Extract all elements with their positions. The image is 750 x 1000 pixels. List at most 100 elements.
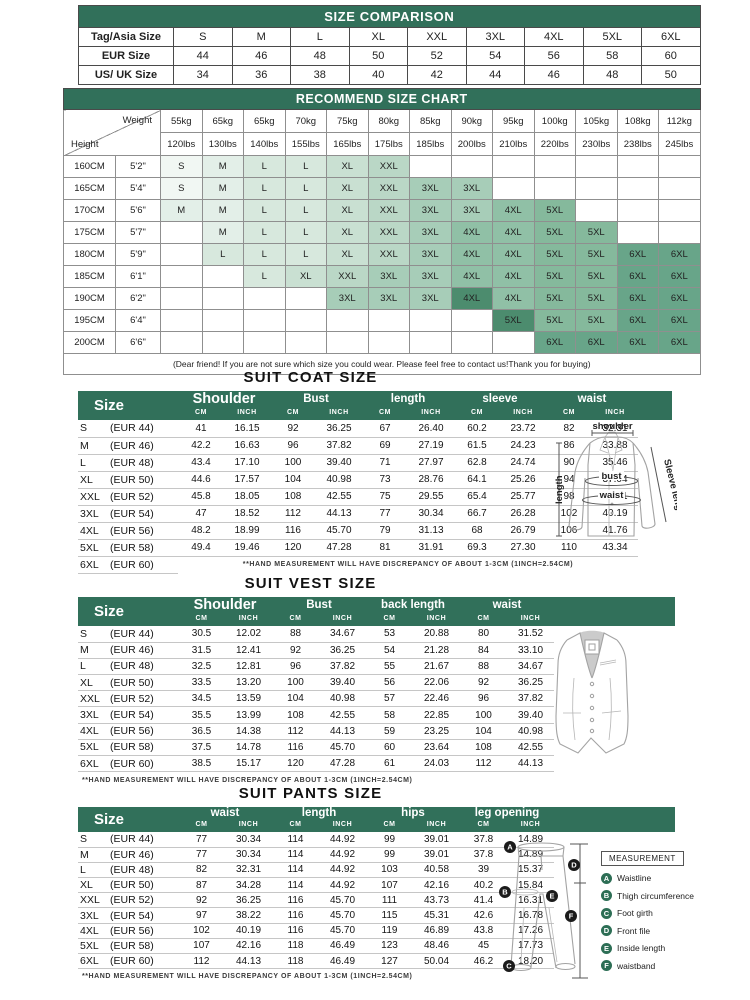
measurement-cell: 37.82 <box>507 690 554 708</box>
measurement-cell: 40.19 <box>592 505 638 523</box>
legend-label: Thigh circumference <box>617 890 695 901</box>
measurement-cell: 60.2 <box>454 420 500 438</box>
shoulder-label: shoulder <box>592 421 632 432</box>
measurement-cell: 54 <box>366 642 413 659</box>
measurement-cell: 16.63 <box>224 437 270 455</box>
size-label-cell: S (EUR 44) <box>78 832 178 848</box>
measurement-cell: 39.40 <box>319 674 366 692</box>
measurement-cell: 68 <box>454 522 500 540</box>
measurement-cell: 44.92 <box>319 862 366 879</box>
recommend-row: 195CM 6'4" 5XL 5XL 5XL 6XL 6XL <box>63 309 701 332</box>
hand-measurement-note: **HAND MEASUREMENT WILL HAVE DISCREPANCY… <box>82 973 413 981</box>
measurement-cell: 87 <box>178 877 225 894</box>
measurement-cell: 27.97 <box>408 454 454 472</box>
size-name: XXL <box>80 490 100 503</box>
recommend-size-cell: XL <box>326 243 369 266</box>
svg-text:B: B <box>502 888 508 897</box>
measurement-cell: 92 <box>270 420 316 438</box>
height-cm-cell: 185CM <box>63 265 116 288</box>
recommend-size-cell: 5XL <box>533 199 576 222</box>
size-row: XL (EUR 50) 87 34.28 114 44.92 107 42.16 40.2 15.… <box>78 877 675 894</box>
measurement-cell: 37.5 <box>178 739 225 757</box>
measurement-cell: 36.25 <box>225 892 272 909</box>
unit-header: INCH <box>592 407 638 420</box>
size-label-cell: L (EUR 48) <box>78 658 178 676</box>
size-name: XL <box>80 676 93 689</box>
measurement-cell: 92 <box>178 892 225 909</box>
measurement-cell: 38.5 <box>178 755 225 773</box>
measurement-cell: 17.26 <box>507 923 554 939</box>
measurement-cell: 40.98 <box>507 723 554 740</box>
measurement-cell: 15.17 <box>225 755 272 773</box>
measurement-cell: 118 <box>272 953 319 970</box>
column-group-header: leg opening <box>460 807 554 819</box>
size-label-cell: 3XL (EUR 54) <box>78 505 178 523</box>
size-eur: (EUR 58) <box>110 541 154 554</box>
measurement-cell: 12.41 <box>225 642 272 659</box>
comparison-value-cell: 44 <box>465 65 525 85</box>
size-comparison-title: SIZE COMPARISON <box>78 5 701 28</box>
measurement-cell: 100 <box>460 706 507 724</box>
measurement-cell: 24.74 <box>500 454 546 472</box>
weight-kg-cell: 112kg <box>658 109 701 133</box>
recommend-size-cell: 6XL <box>616 243 659 266</box>
recommend-size-cell <box>160 331 203 354</box>
measurement-cell: 108 <box>460 739 507 757</box>
recommend-size-cell: 6XL <box>658 309 701 332</box>
measurement-cell: 106 <box>546 522 592 540</box>
measurement-cell: 40.58 <box>413 862 460 879</box>
measurement-cell: 62.8 <box>454 454 500 472</box>
measurement-cell: 19.46 <box>224 539 270 557</box>
legend-key-badge: B <box>601 890 612 901</box>
recommend-size-cell <box>243 287 286 310</box>
recommend-size-cell: S <box>160 177 203 200</box>
unit-header: INCH <box>413 613 460 626</box>
measurement-cell: 45.70 <box>316 522 362 540</box>
recommend-size-cell: 3XL <box>409 265 452 288</box>
recommend-size-cell <box>201 331 244 354</box>
recommend-size-cell: 4XL <box>492 199 535 222</box>
measurement-cell: 112 <box>272 723 319 740</box>
unit-header: CM <box>272 613 319 626</box>
comparison-value-cell: S <box>173 27 233 47</box>
size-label-cell: 6XL (EUR 60) <box>78 755 178 773</box>
corner-weight-label: Weight <box>122 115 152 126</box>
suit-vest-title: SUIT VEST SIZE <box>244 575 377 592</box>
measurement-cell: 48.2 <box>178 522 224 540</box>
recommend-size-cell: XXL <box>367 243 410 266</box>
measurement-cell: 39.01 <box>413 832 460 848</box>
recommend-size-cell: 5XL <box>533 243 576 266</box>
measurement-cell: 44.13 <box>225 953 272 970</box>
size-label-cell: 5XL (EUR 58) <box>78 938 178 955</box>
recommend-size-cell: 3XL <box>409 287 452 310</box>
size-eur: (EUR 58) <box>110 741 154 754</box>
measurement-cell: 32.5 <box>178 658 225 676</box>
recommend-size-cell <box>658 155 701 178</box>
comparison-value-cell: 5XL <box>582 27 642 47</box>
comparison-value-cell: 38 <box>290 65 350 85</box>
comparison-row: US/ UK Size 34 36 38 40 42 44 46 48 50 <box>78 65 701 85</box>
size-label-cell: L (EUR 48) <box>78 862 178 879</box>
measurement-cell: 16.15 <box>224 420 270 438</box>
size-name: 5XL <box>80 939 99 952</box>
size-row: XXL (EUR 52) 34.5 13.59 104 40.98 57 22.46 96 37.… <box>78 690 675 708</box>
recommend-size-cell <box>575 177 618 200</box>
recommend-size-cell: L <box>284 177 327 200</box>
weight-lbs-cell: 120lbs <box>160 132 203 156</box>
measurement-cell: 45.31 <box>413 907 460 924</box>
measurement-cell: 44.13 <box>507 755 554 773</box>
marker-waistband: F <box>565 910 577 922</box>
recommend-size-cell <box>533 155 576 178</box>
measurement-cell: 34.5 <box>178 690 225 708</box>
recommend-size-cell: 4XL <box>492 221 535 244</box>
unit-header: CM <box>178 407 224 420</box>
measurement-cell: 38.22 <box>225 907 272 924</box>
suit-pants-title: SUIT PANTS SIZE <box>238 785 383 802</box>
size-eur: (EUR 52) <box>110 894 154 907</box>
measurement-cell: 29.55 <box>408 488 454 506</box>
recommend-size-cell <box>616 221 659 244</box>
legend-item: A Waistline <box>601 872 711 884</box>
size-eur: (EUR 60) <box>110 757 154 770</box>
size-row: L (EUR 48) 82 32.31 114 44.92 103 40.58 39 15.37 <box>78 862 675 879</box>
